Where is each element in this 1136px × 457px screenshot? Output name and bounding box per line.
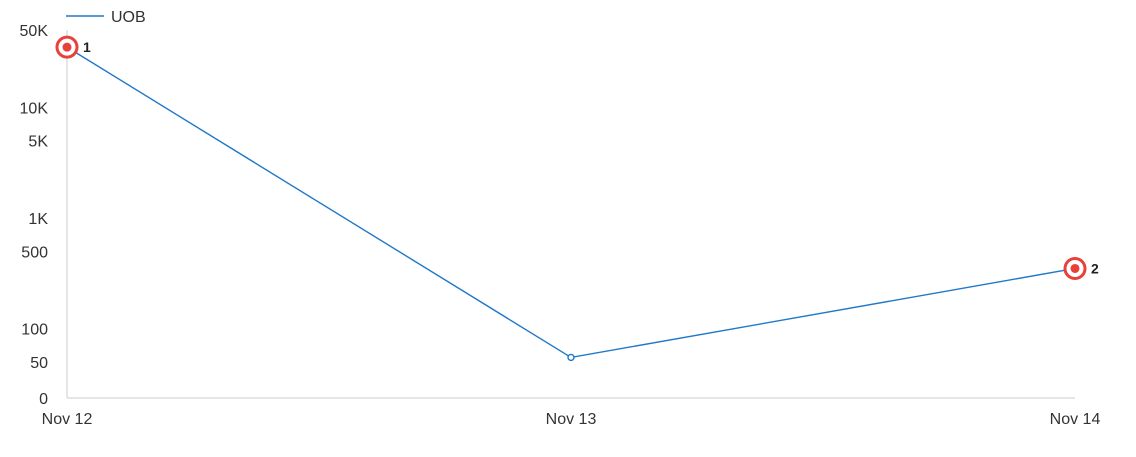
- series-layer: [63, 43, 1079, 362]
- x-tick-label-1: Nov 13: [546, 411, 597, 428]
- annotation-label-0: 1: [83, 39, 91, 55]
- y-tick-label-0: 0: [39, 391, 48, 408]
- y-tick-label-6: 10K: [20, 100, 49, 117]
- y-ticks: 0 50 100 500 1K 5K 10K 50K: [20, 23, 49, 408]
- x-tick-label-2: Nov 14: [1050, 411, 1101, 428]
- x-ticks: Nov 12 Nov 13 Nov 14: [42, 411, 1101, 428]
- y-tick-label-5: 5K: [28, 134, 48, 151]
- legend: UOB: [66, 9, 146, 26]
- annotation-label-1: 2: [1091, 260, 1099, 276]
- annotation-marker-core-0: [62, 42, 72, 52]
- y-tick-label-3: 500: [21, 244, 48, 261]
- legend-label: UOB: [111, 9, 146, 26]
- annotation-layer: 12: [55, 35, 1099, 280]
- y-tick-label-4: 1K: [28, 211, 48, 228]
- data-point-0-1[interactable]: [567, 353, 575, 362]
- y-tick-label-1: 50: [30, 355, 48, 372]
- x-tick-label-0: Nov 12: [42, 411, 93, 428]
- annotation-marker-core-1: [1070, 263, 1080, 273]
- series-line-0: [66, 46, 1076, 359]
- y-tick-label-7: 50K: [20, 23, 49, 40]
- y-tick-label-2: 100: [21, 322, 48, 339]
